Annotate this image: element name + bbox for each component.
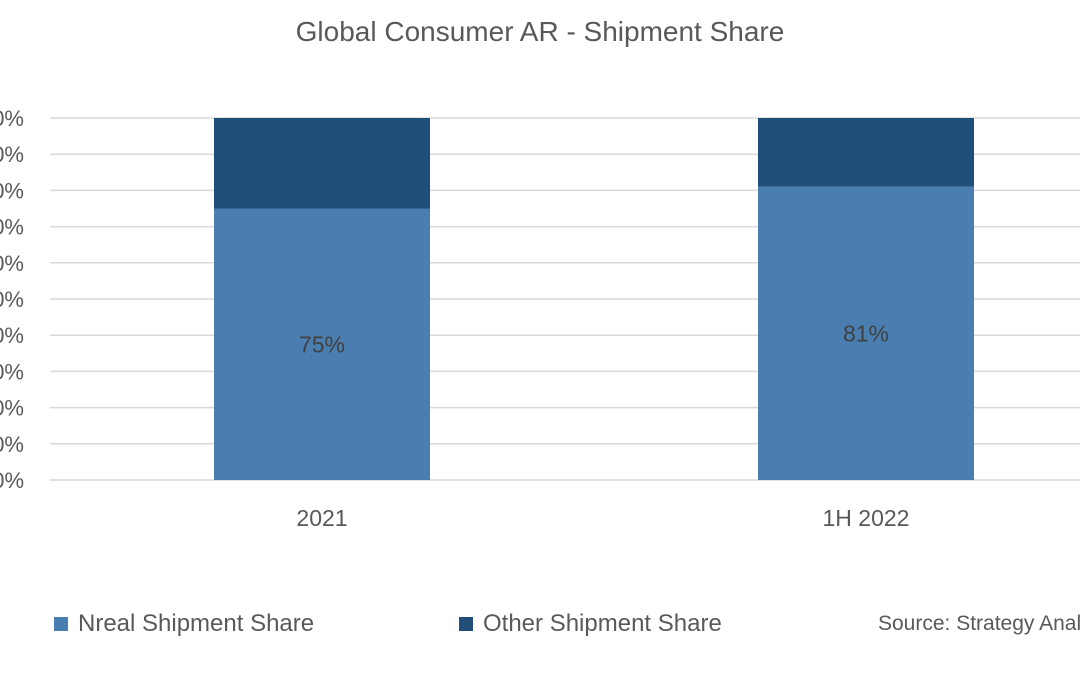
y-tick-label: 50% [0,287,24,312]
x-tick-label: 1H 2022 [823,505,910,531]
y-tick-label: 90% [0,142,24,167]
y-tick-label: 60% [0,251,24,276]
y-tick-label: 40% [0,323,24,348]
data-label: 81% [843,320,889,346]
legend-item-other: Other Shipment Share [459,610,722,638]
y-tick-label: 80% [0,178,24,203]
legend-item-nreal: Nreal Shipment Share [54,610,314,638]
source-note: Source: Strategy Analytics [878,612,1080,635]
y-tick-label: 10% [0,432,24,457]
y-tick-label: 100% [0,106,24,131]
y-tick-label: 20% [0,396,24,421]
legend-swatch-nreal [54,617,68,631]
bar-other-0 [214,118,430,209]
y-tick-label: 0% [0,468,24,493]
bar-nreal-1 [758,186,974,480]
bar-nreal-0 [214,208,430,480]
plot-area: 0% 10% 20% 30% 40% 50% 60% 70% 80% 90% 100% 75% 2021… [0,106,1080,531]
y-tick-label: 30% [0,359,24,384]
data-label: 75% [299,331,345,357]
y-tick-label: 70% [0,215,24,240]
legend-swatch-other [459,617,473,631]
x-tick-label: 2021 [296,505,347,531]
legend-label-other: Other Shipment Share [483,610,722,637]
bar-other-1 [758,118,974,187]
chart-title: Global Consumer AR - Shipment Share [295,16,785,47]
legend-label-nreal: Nreal Shipment Share [78,610,315,637]
